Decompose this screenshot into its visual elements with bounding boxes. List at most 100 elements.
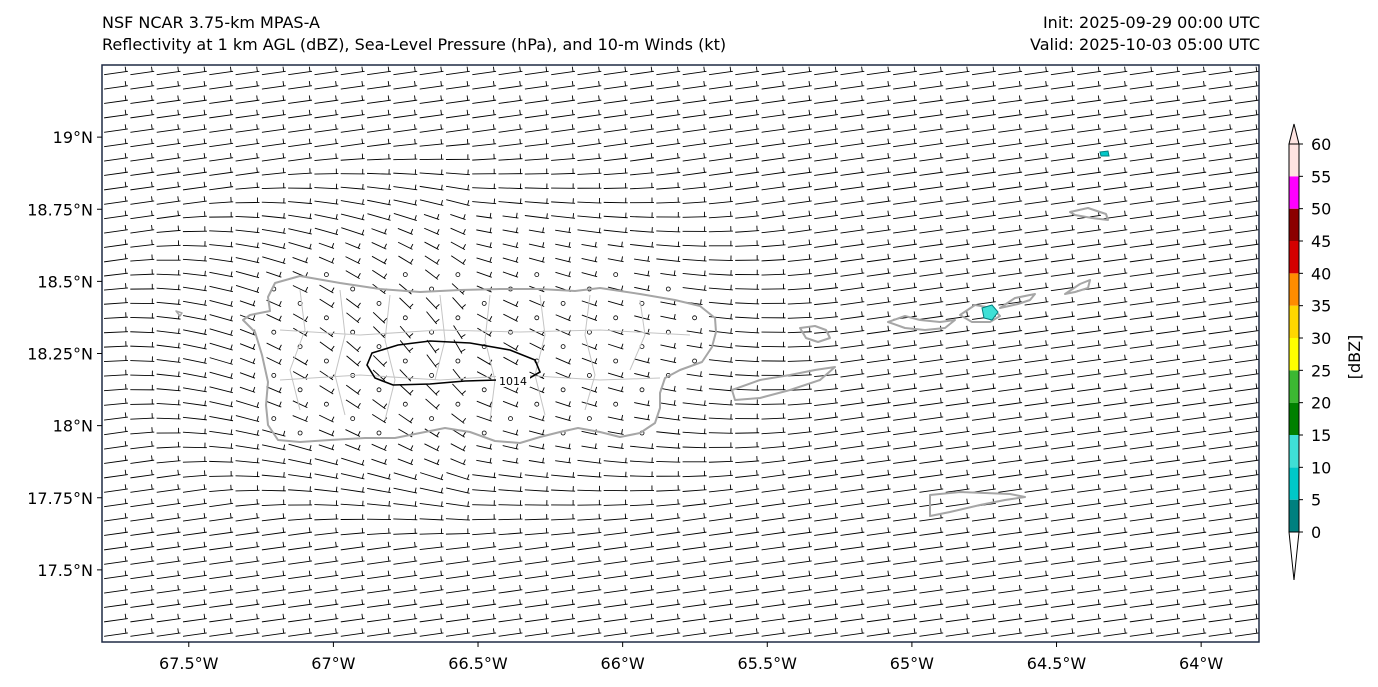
wind-barb: [735, 269, 760, 276]
wind-barb: [1050, 498, 1075, 508]
wind-barb: [472, 613, 497, 623]
wind-barb: [630, 541, 654, 551]
wind-barb: [998, 224, 1023, 234]
wind-barb: [130, 527, 155, 536]
wind-barb: [551, 527, 576, 536]
wind-barb: [445, 66, 470, 76]
wind-barb: [399, 297, 414, 310]
wind-barb: [367, 109, 391, 119]
wind-barb: [971, 556, 996, 565]
wind-barb: [945, 541, 970, 551]
wind-barb: [498, 124, 523, 133]
wind-barb: [104, 556, 128, 565]
wind-barb: [1103, 613, 1128, 623]
wind-barb: [340, 80, 365, 90]
wind-barb: [1208, 239, 1233, 248]
wind-barb: [103, 326, 129, 334]
wind-barb: [945, 628, 970, 637]
wind-barb: [577, 541, 602, 551]
wind-barb: [366, 514, 392, 521]
wind-barb: [104, 253, 128, 263]
wind-barb: [998, 282, 1023, 292]
wind-barb: [629, 182, 655, 190]
wind-barb: [1024, 599, 1049, 608]
wind-barb: [1156, 512, 1180, 522]
wind-barb: [1208, 383, 1233, 392]
wind-barb: [1182, 599, 1207, 608]
wind-barb: [1024, 224, 1049, 234]
wind-barb: [656, 167, 681, 176]
wind-barb: [1208, 412, 1233, 421]
wind-barb: [367, 472, 391, 480]
wind-barb: [318, 242, 335, 249]
wind-barb: [708, 541, 733, 551]
wind-barb: [866, 397, 891, 407]
wind-barb: [1182, 210, 1207, 220]
wind-barb: [971, 152, 996, 162]
wind-barb: [182, 584, 207, 594]
wind-barb: [1050, 628, 1075, 637]
wind-barb: [261, 228, 286, 234]
wind-barb: [445, 109, 470, 119]
wind-barb: [634, 256, 650, 262]
wind-barb: [1208, 556, 1233, 565]
lon-tick-label: 67.5°W: [159, 654, 219, 673]
wind-barb: [945, 80, 970, 90]
lat-tick-label: 17.5°N: [37, 561, 93, 580]
wind-barb: [1182, 181, 1207, 191]
calm-wind-circle: [271, 329, 277, 335]
colorbar-title: [dBZ]: [1345, 335, 1364, 380]
wind-barb: [840, 527, 865, 536]
wind-barb: [893, 440, 917, 450]
wind-barb: [266, 357, 282, 365]
wind-barb: [235, 541, 260, 551]
wind-barb: [104, 80, 128, 90]
wind-barb: [893, 613, 917, 623]
wind-barb: [472, 124, 497, 133]
wind-barb: [634, 314, 650, 321]
wind-barb: [1156, 368, 1180, 378]
wind-barb: [893, 196, 917, 205]
wind-barb: [367, 213, 391, 221]
wind-barb: [814, 167, 839, 176]
wind-barb: [235, 471, 260, 478]
wind-barb: [1050, 412, 1075, 421]
wind-barb: [735, 225, 760, 233]
calm-wind-circle: [481, 300, 487, 306]
wind-barb: [288, 109, 313, 119]
wind-barb: [235, 197, 260, 204]
wind-barb: [393, 599, 418, 608]
wind-barb: [919, 138, 944, 148]
wind-barb: [708, 570, 733, 580]
wind-barb: [345, 429, 361, 437]
wind-barb: [261, 556, 286, 565]
wind-barb: [629, 499, 655, 507]
wind-barb: [266, 400, 282, 408]
wind-barb: [130, 138, 155, 148]
wind-barb: [866, 296, 891, 306]
wind-barb: [1208, 440, 1233, 450]
wind-barb: [1077, 311, 1102, 320]
wind-barb: [528, 429, 545, 436]
wind-barb: [634, 357, 650, 364]
wind-barb: [235, 109, 260, 119]
wind-barb: [340, 168, 365, 175]
wind-barb: [1024, 152, 1049, 162]
wind-barb: [1182, 527, 1207, 536]
wind-barb: [209, 181, 234, 191]
wind-barb: [261, 124, 286, 133]
wind-barb: [1156, 570, 1180, 580]
wind-barb: [814, 224, 839, 234]
wind-barb: [660, 385, 677, 392]
wind-barb: [419, 154, 444, 161]
wind-barb: [866, 368, 891, 378]
wind-barb: [840, 426, 865, 436]
wind-barb: [314, 80, 339, 90]
wind-barb: [656, 628, 681, 637]
wind-barb: [472, 168, 497, 175]
wind-barb: [235, 257, 260, 264]
wind-barb: [498, 80, 523, 90]
wind-barb: [314, 599, 339, 608]
wind-barb: [893, 152, 917, 162]
wind-barb: [919, 210, 944, 220]
